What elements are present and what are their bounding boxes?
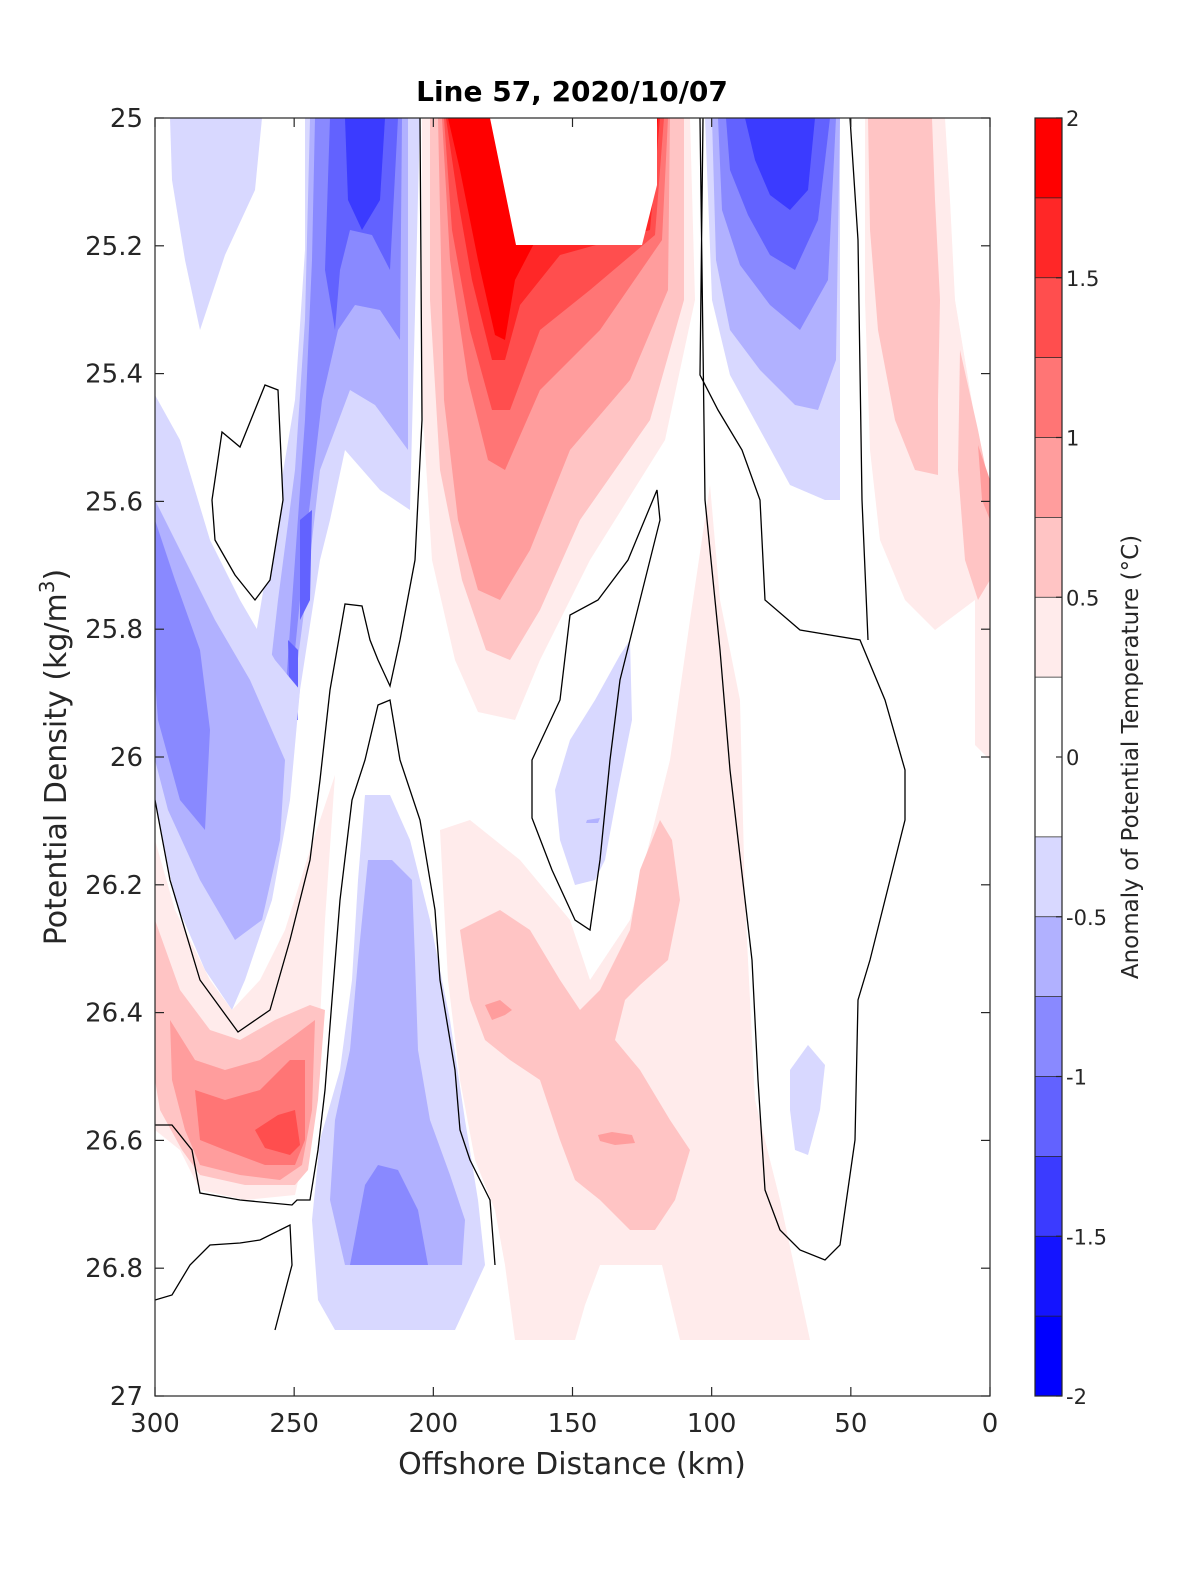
x-tick-label: 150: [548, 1409, 598, 1439]
colorbar-block: [1035, 1156, 1062, 1237]
contour-cold-near-deep-025: [790, 1045, 825, 1155]
y-axis-title-main: Potential Density (kg/m: [39, 593, 74, 945]
contour-warm-near-050-b: [958, 350, 990, 600]
colorbar-block: [1035, 277, 1062, 359]
x-tick-label: 100: [687, 1409, 737, 1439]
contour-warm-mid-075: [485, 1000, 512, 1020]
zero-contour-deep-middle: [155, 699, 496, 1266]
colorbar-tick-label: -1.5: [1066, 1225, 1107, 1249]
zero-contour-bottom-left: [155, 1223, 293, 1331]
contour-warm-mid-050: [460, 820, 690, 1230]
colorbar-block: [1035, 836, 1062, 918]
colorbar-tick-label: -0.5: [1066, 906, 1107, 930]
y-axis-title: Potential Density (kg/m3): [35, 569, 74, 945]
contour-warm-deep-125: [255, 1110, 300, 1155]
colorbar-tick-label: -2: [1066, 1385, 1087, 1409]
contour-warm-near-050: [868, 118, 940, 475]
contour-cold-band-125: [345, 118, 385, 230]
colorbar-tick-label: 1: [1066, 427, 1079, 451]
y-tick-label: 26.8: [85, 1254, 143, 1284]
colorbar-block: [1035, 197, 1062, 279]
zero-contour-upper-pocket: [211, 384, 284, 602]
colorbar-block: [1035, 996, 1062, 1077]
y-tick-label: 25: [110, 104, 143, 134]
masked-region: [490, 118, 657, 245]
colorbar-block: [1035, 916, 1062, 998]
colorbar-tick-label: 0.5: [1066, 586, 1099, 610]
colorbar: 2 1.5 1 0.5 0 -0.5 -1 -1.5 -2 Anomaly of Potenti…: [1034, 107, 1144, 1409]
plot-area: 300 250 200 150 100 50 0 2525.225.425.625.8262…: [85, 104, 998, 1439]
colorbar-tick-label: 2: [1066, 107, 1079, 131]
contour-cold-band-075: [282, 118, 402, 740]
colorbar-block: [1035, 118, 1062, 199]
contour-cold-deep-050: [330, 860, 465, 1265]
y-tick-label: 26.2: [85, 871, 143, 901]
y-axis-title-superscript: 3: [35, 580, 59, 593]
contour-cold-deep-075: [350, 1165, 428, 1265]
colorbar-tick-label: -1: [1066, 1066, 1087, 1090]
zero-contour-lines: [155, 118, 906, 1331]
contour-cold-nearshore-125: [745, 118, 815, 210]
x-tick-label: 200: [409, 1409, 459, 1439]
zero-contour-nearshore-vertical: [849, 118, 869, 641]
contour-cold-far-050: [155, 500, 285, 940]
contour-cold-far-075: [155, 520, 210, 830]
colorbar-block: [1035, 517, 1062, 598]
y-tick-label: 25.4: [85, 360, 143, 390]
contour-warm-mid-075-b: [598, 1132, 635, 1145]
colorbar-tick-label: 0: [1066, 746, 1079, 770]
chart-title: Line 57, 2020/10/07: [416, 75, 728, 108]
filled-contours: [155, 118, 990, 1340]
y-tick-label: 25.8: [85, 615, 143, 645]
colorbar-tick-label: 1.5: [1066, 267, 1099, 291]
colorbar-block: [1035, 357, 1062, 438]
contour-cold-band-125-b: [300, 510, 312, 620]
colorbar-block: [1035, 597, 1062, 678]
x-tick-label: 50: [834, 1409, 867, 1439]
x-tick-label: 0: [982, 1409, 999, 1439]
y-tick-label: 26: [110, 743, 143, 773]
contour-warm-mid-025: [440, 485, 810, 1340]
x-tick-label: 300: [130, 1409, 180, 1439]
y-tick-label: 25.6: [85, 487, 143, 517]
y-axis-title-close: ): [39, 569, 74, 581]
colorbar-block: [1035, 437, 1062, 518]
y-tick-label: 26.4: [85, 999, 143, 1029]
colorbar-block: [1035, 1316, 1062, 1397]
colorbar-block: [1035, 1076, 1062, 1157]
zero-contour-nearshore: [699, 118, 906, 1261]
y-tick-label: 26.6: [85, 1126, 143, 1156]
x-axis-title: Offshore Distance (km): [398, 1447, 746, 1482]
colorbar-ticks: 2 1.5 1 0.5 0 -0.5 -1 -1.5 -2: [1035, 107, 1107, 1409]
colorbar-block: [1035, 1236, 1062, 1317]
zero-contour-mid-pocket: [531, 489, 661, 932]
x-axis: 300 250 200 150 100 50 0: [130, 118, 998, 1439]
colorbar-title: Anomaly of Potential Temperature (°C): [1118, 535, 1144, 979]
zero-contour-offshore: [155, 118, 423, 1033]
colorbar-blocks: [1035, 118, 1062, 1397]
contour-cold-far-top: [170, 118, 262, 330]
contour-cold-mid-050: [586, 818, 600, 823]
contour-cold-mid-025: [555, 640, 632, 885]
y-tick-label: 27: [110, 1382, 143, 1412]
y-tick-label: 25.2: [85, 232, 143, 262]
y-axis: 25 25.2 25.4 25.6 25.8 26 26.2 26.4 26.6 26.8 27: [85, 104, 990, 1412]
x-tick-label: 250: [269, 1409, 319, 1439]
